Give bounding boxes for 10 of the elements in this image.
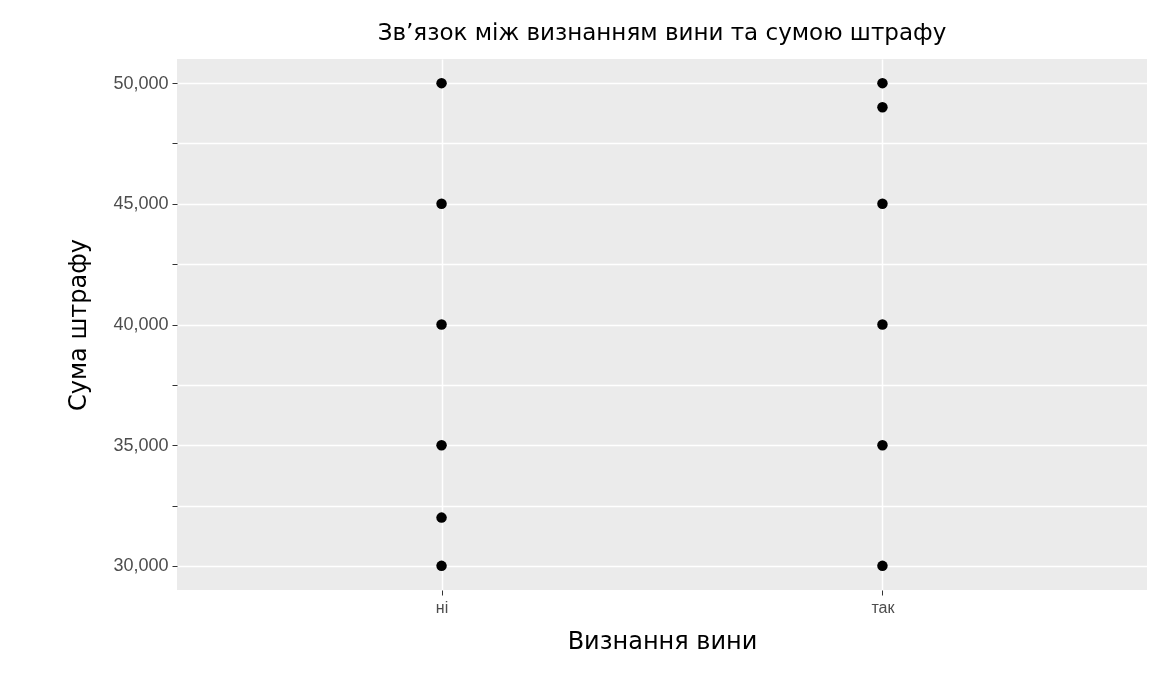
x-axis-title: Визнання вини: [567, 626, 758, 655]
x-tick-label: ні: [435, 598, 449, 616]
y-axis-title: Сума штрафу: [64, 238, 93, 412]
x-tick-label: так: [871, 598, 896, 616]
y-tick-label: 30,000: [113, 555, 169, 576]
chart-title: Зв’язок між визнанням вини та сумою штрафу: [377, 19, 947, 45]
y-tick-label: 35,000: [113, 434, 169, 455]
y-tick-label: 40,000: [113, 314, 169, 334]
y-tick-label: 50,000: [113, 72, 169, 93]
y-tick-label: 45,000: [113, 193, 169, 214]
